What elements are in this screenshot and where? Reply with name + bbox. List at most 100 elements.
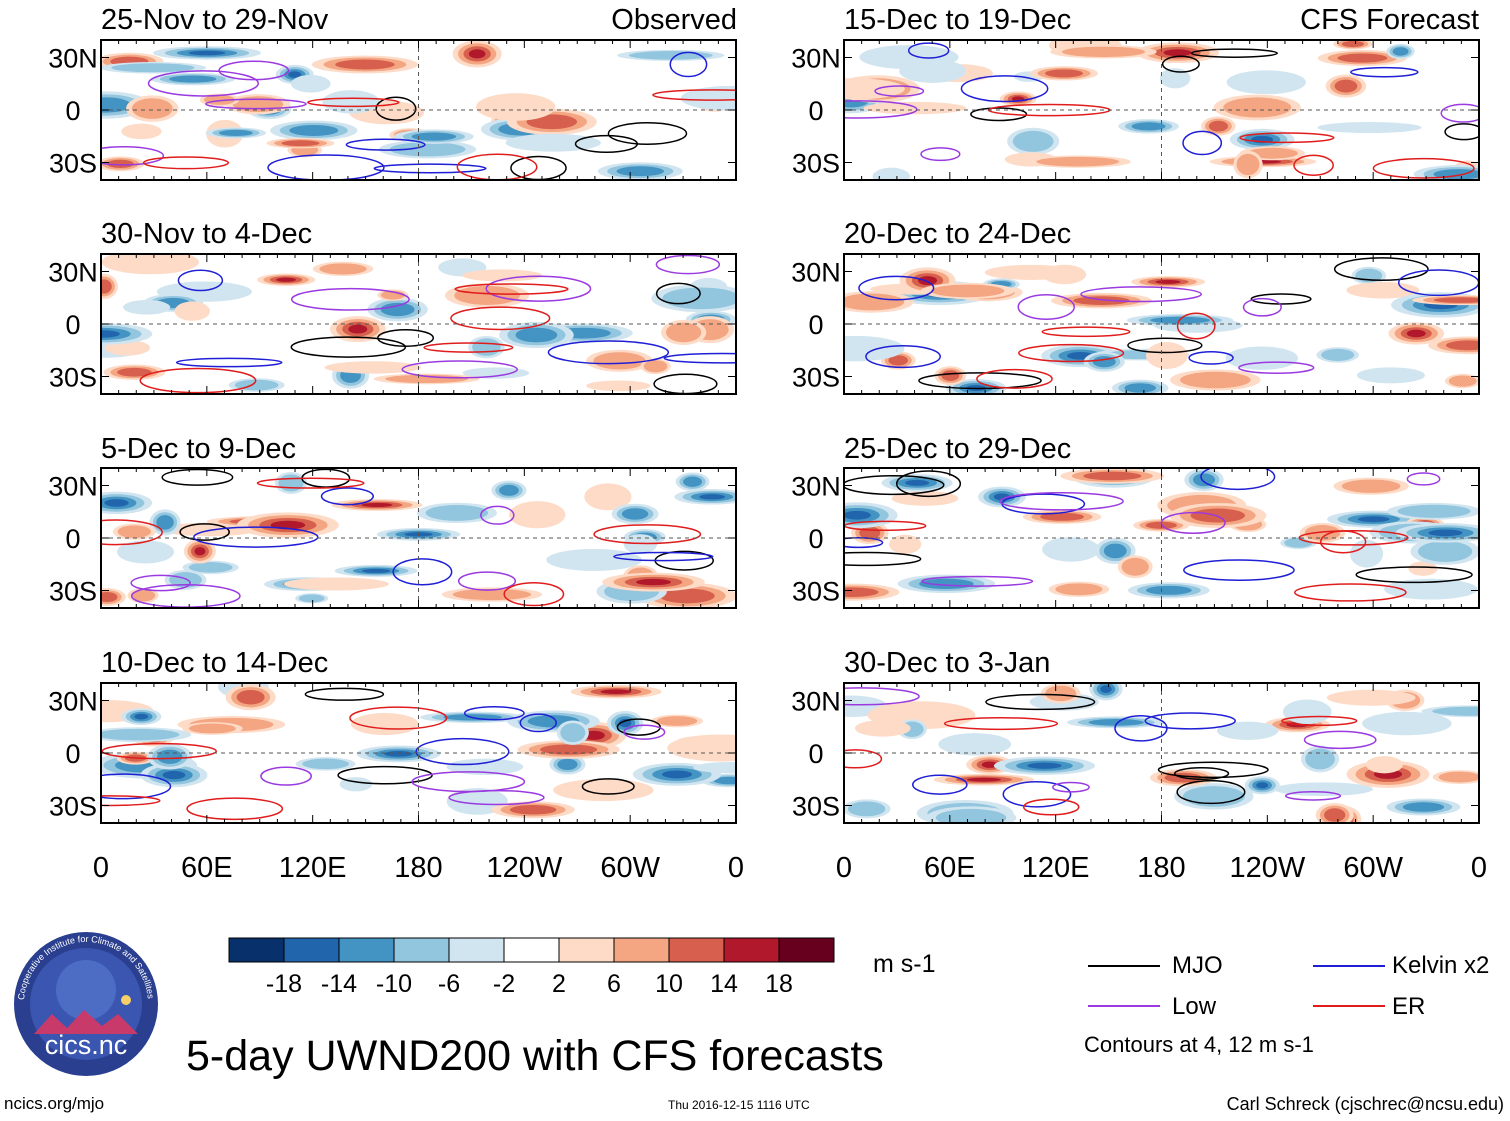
colorbar-tick-label: 10 [655,970,683,998]
shaded-anomaly [636,578,671,586]
shaded-anomaly [101,330,120,338]
contour-er [652,89,736,101]
contour-low [623,724,666,740]
contour-kelvin-x2 [1188,350,1234,365]
shaded-anomaly [844,335,905,362]
contour-kelvin-x2 [669,51,708,78]
shaded-anomaly [384,751,413,757]
panel-label-forecast: CFS Forecast [1300,4,1479,36]
panel-7: 30N 0 30S [791,467,1480,609]
contour-kelvin-x2 [663,352,736,364]
shaded-anomaly [361,502,393,507]
y-tick-label: 0 [808,524,823,554]
contour-kelvin-x2 [519,713,557,733]
shaded-anomaly [854,719,911,737]
shaded-anomaly [411,132,457,141]
contour-kelvin-x2 [392,558,453,586]
shaded-anomaly [1100,685,1112,693]
shaded-anomaly [1304,525,1341,541]
shaded-anomaly [289,124,339,136]
y-tick-label: 30N [791,472,841,502]
shaded-anomaly [452,588,532,601]
contour-er [1176,312,1216,340]
shaded-anomaly [188,723,236,734]
shaded-anomaly [1428,529,1463,537]
panel-title-3: 5-Dec to 9-Dec [101,433,297,465]
shaded-anomaly [557,758,578,771]
logo-text: cics.nc [45,1030,128,1060]
shaded-anomaly [600,689,632,694]
shaded-anomaly [693,761,736,774]
colorbar-swatch [558,937,615,963]
shaded-anomaly [454,285,520,305]
footer-url[interactable]: ncics.org/mjo [4,1094,105,1113]
shaded-anomaly [236,689,265,705]
contour-mjo [844,551,922,567]
colorbar-swatch [338,937,395,963]
shaded-anomaly [157,749,183,764]
contour-er [1281,715,1358,726]
panel-field-5 [844,40,1479,180]
panel-field-2 [101,254,736,394]
shaded-anomaly [905,479,930,486]
shaded-anomaly [1326,689,1416,706]
panel-title-4: 10-Dec to 14-Dec [101,647,329,679]
shaded-anomaly [281,140,320,147]
shaded-anomaly [117,525,151,539]
shaded-anomaly [1103,543,1127,559]
shaded-anomaly [302,758,350,770]
panel-title-6: 20-Dec to 24-Dec [844,218,1072,250]
colorbar-swatch [228,937,285,963]
y-tick-label: 0 [65,310,80,340]
y-tick-label: 30S [49,149,97,179]
panel-label-observed: Observed [611,4,737,36]
contour-er [307,97,400,108]
shaded-anomaly [156,515,174,530]
shaded-anomaly [1392,47,1409,56]
shaded-anomaly [1145,585,1192,595]
x-tick-label: 0 [836,852,852,884]
y-tick-label: 0 [65,524,80,554]
shaded-anomaly [509,501,566,529]
shaded-anomaly [218,129,253,136]
shaded-anomaly [1357,516,1390,523]
shaded-anomaly [888,355,908,366]
contour-kelvin-x2 [175,357,283,368]
shaded-anomaly [1088,719,1144,726]
contour-low [485,275,592,302]
shaded-anomaly [134,713,149,720]
shaded-anomaly [117,367,152,377]
shaded-anomaly [844,587,879,597]
contour-kelvin-x2 [463,706,525,721]
contour-er [101,795,161,807]
shaded-anomaly [1159,68,1191,89]
contour-mjo [290,336,407,358]
contour-kelvin-x2 [373,163,487,174]
contour-low [1406,472,1441,486]
shaded-anomaly [621,508,649,520]
shaded-anomaly [111,63,195,73]
shaded-anomaly [1432,706,1479,716]
contour-low [448,789,545,806]
shaded-anomaly [667,734,736,762]
shaded-anomaly [526,114,578,130]
x-tick-label: 180 [1137,852,1185,884]
shaded-anomaly [618,718,632,728]
contour-low [218,60,290,81]
shaded-anomaly [899,59,966,83]
contour-low [101,145,165,166]
shaded-anomaly [1317,122,1422,134]
shaded-anomaly [1036,156,1120,167]
shaded-anomaly [593,352,646,370]
shaded-anomaly [1438,771,1479,783]
panel-field-1 [101,40,736,180]
shaded-anomaly [1155,279,1181,284]
contour-mjo [1127,337,1203,354]
shaded-anomaly [101,728,180,741]
contour-mjo [337,765,433,785]
panel-title-7: 25-Dec to 29-Dec [844,433,1072,465]
contour-er [101,519,163,546]
legend-label-kelvin: Kelvin x2 [1392,952,1490,979]
contour-mjo [918,372,1042,390]
shaded-anomaly [101,592,118,603]
